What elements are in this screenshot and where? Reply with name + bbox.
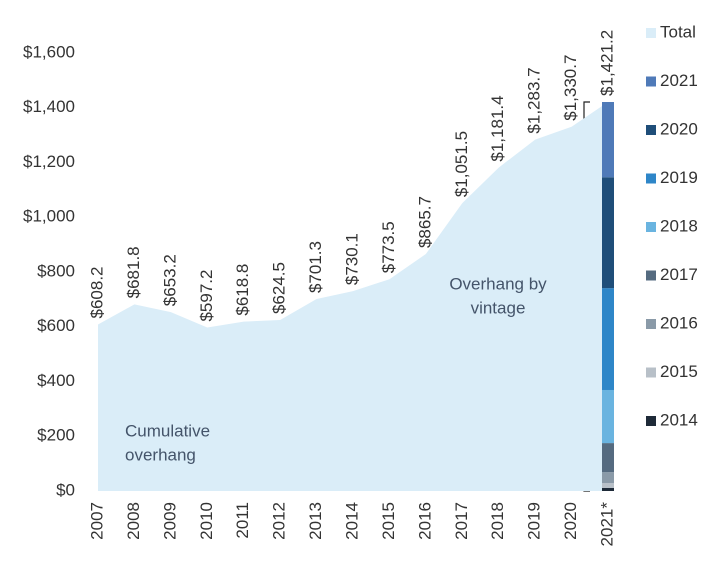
legend-swatch <box>646 367 656 378</box>
bar-segment <box>602 483 614 488</box>
x-tick-label: 2021* <box>597 502 616 547</box>
value-label: $1,330.7 <box>561 55 580 121</box>
legend-swatch <box>646 28 656 38</box>
legend-swatch <box>646 319 656 329</box>
x-tick-label: 2018 <box>488 502 507 540</box>
y-tick-label: $200 <box>37 426 75 445</box>
y-tick-label: $600 <box>37 316 75 335</box>
bar-segment <box>602 389 614 444</box>
value-label: $1,283.7 <box>525 67 544 133</box>
x-tick-label: 2019 <box>525 502 544 540</box>
value-label: $1,421.2 <box>597 30 616 96</box>
x-tick-label: 2010 <box>197 502 216 540</box>
annotation: Cumulative <box>125 421 210 440</box>
legend-swatch <box>646 125 656 135</box>
x-tick-label: 2014 <box>342 502 361 540</box>
legend-swatch <box>646 222 656 232</box>
legend-label: Total <box>660 22 696 41</box>
y-tick-label: $1,400 <box>23 97 75 116</box>
legend-label: 2020 <box>660 119 698 138</box>
legend-label: 2014 <box>660 410 698 429</box>
bar-segment <box>602 288 614 390</box>
value-label: $865.7 <box>415 196 434 248</box>
annotation: Overhang by <box>449 274 547 293</box>
value-label: $597.2 <box>197 270 216 322</box>
value-label: $773.5 <box>379 221 398 273</box>
x-tick-label: 2016 <box>415 502 434 540</box>
bar-segment <box>602 443 614 473</box>
legend-swatch <box>646 416 656 426</box>
annotation: vintage <box>471 298 526 317</box>
area <box>98 101 608 491</box>
y-tick-label: $1,600 <box>23 42 75 61</box>
value-label: $624.5 <box>270 262 289 314</box>
value-label: $730.1 <box>342 233 361 285</box>
legend-label: 2015 <box>660 362 698 381</box>
value-label: $608.2 <box>87 267 106 319</box>
value-label: $653.2 <box>160 254 179 306</box>
x-tick-label: 2015 <box>379 502 398 540</box>
value-label: $618.8 <box>233 264 252 316</box>
value-label: $681.8 <box>124 246 143 298</box>
legend-label: 2019 <box>660 168 698 187</box>
y-tick-label: $1,200 <box>23 152 75 171</box>
bar-segment <box>602 487 614 491</box>
annotation: overhang <box>125 445 196 464</box>
legend-swatch <box>646 76 656 87</box>
legend-label: 2018 <box>660 216 698 235</box>
bar-segment <box>602 472 614 484</box>
value-label: $1,051.5 <box>452 131 471 197</box>
x-tick-label: 2008 <box>124 502 143 540</box>
x-tick-label: 2011 <box>233 502 252 539</box>
y-tick-label: $400 <box>37 371 75 390</box>
legend-label: 2017 <box>660 265 698 284</box>
x-tick-label: 2009 <box>160 502 179 540</box>
legend-label: 2021 <box>660 71 698 90</box>
legend-label: 2016 <box>660 313 698 332</box>
x-tick-label: 2020 <box>561 502 580 540</box>
bar-segment <box>602 102 614 178</box>
y-tick-label: $800 <box>37 261 75 280</box>
x-tick-label: 2017 <box>452 502 471 540</box>
x-tick-label: 2012 <box>270 502 289 540</box>
x-tick-label: 2013 <box>306 502 325 540</box>
value-label: $701.3 <box>306 241 325 293</box>
y-tick-label: $0 <box>56 480 75 499</box>
x-tick-label: 2007 <box>87 502 106 540</box>
y-tick-label: $1,000 <box>23 207 75 226</box>
legend-swatch <box>646 173 656 184</box>
bar-segment <box>602 177 614 289</box>
legend-swatch <box>646 270 656 281</box>
value-label: $1,181.4 <box>488 95 507 161</box>
